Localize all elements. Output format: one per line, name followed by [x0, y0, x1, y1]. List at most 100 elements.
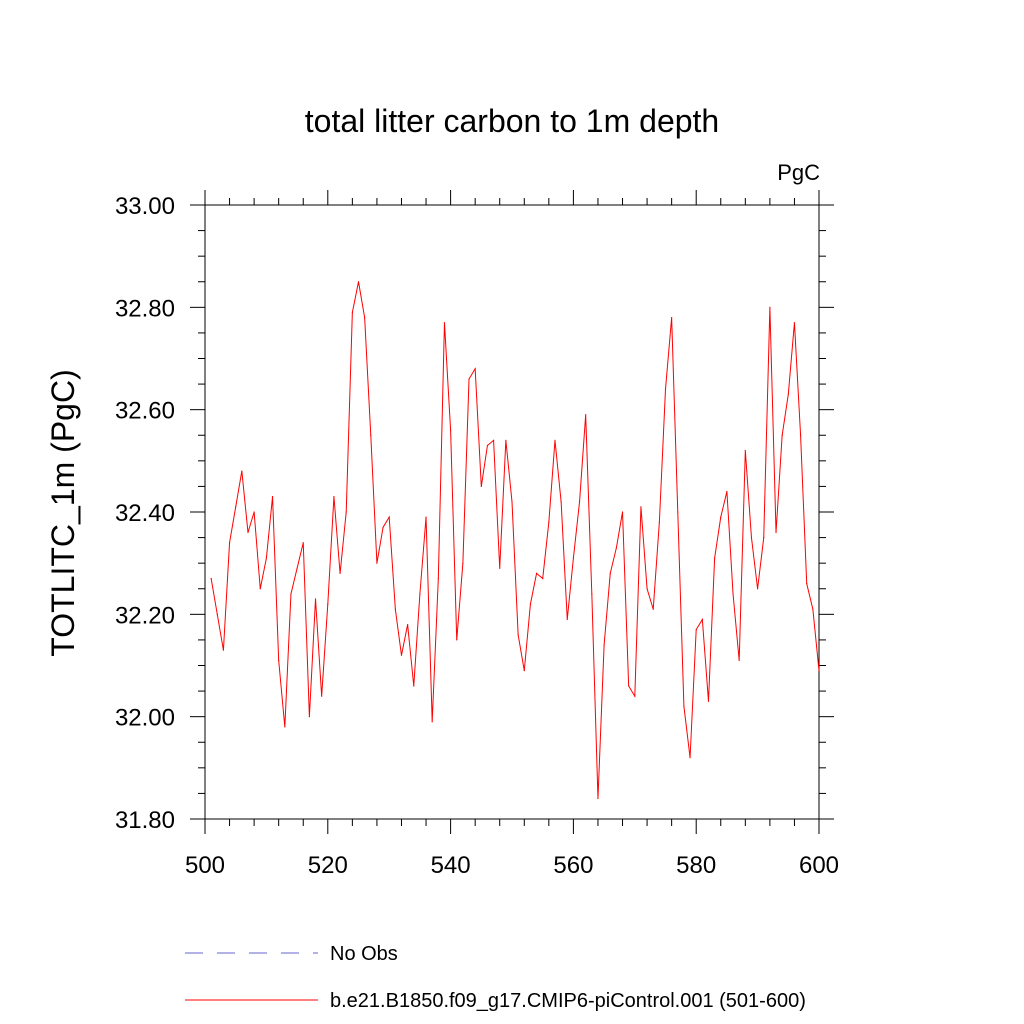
data-point	[296, 567, 298, 569]
data-point	[511, 501, 513, 503]
x-tick-label: 520	[308, 852, 348, 879]
data-point	[609, 572, 611, 575]
data-point	[726, 490, 728, 493]
data-point	[646, 588, 648, 590]
data-point	[443, 322, 446, 324]
y-axis-label: TOTLITC_1m (PgC)	[45, 369, 81, 656]
data-point	[720, 516, 722, 518]
data-point	[400, 654, 403, 656]
data-point	[247, 531, 249, 534]
data-point	[689, 757, 691, 759]
data-point	[413, 685, 415, 687]
data-point	[542, 577, 544, 580]
data-point	[548, 521, 550, 523]
data-point	[376, 562, 378, 564]
data-point	[621, 511, 624, 513]
data-point	[210, 577, 212, 580]
data-point	[253, 511, 255, 513]
data-point	[468, 378, 470, 380]
x-tick-label: 500	[185, 852, 225, 879]
data-point	[597, 797, 599, 800]
data-point	[628, 685, 630, 687]
data-point	[757, 588, 759, 590]
data-point	[407, 623, 409, 626]
data-point	[554, 439, 556, 441]
tick-labels: 500 520 540 560 580 600 31.80 32.00 32.20 32.40 32…	[115, 193, 839, 879]
data-point	[585, 414, 587, 416]
data-point	[499, 567, 501, 569]
data-point	[394, 608, 396, 610]
data-point	[535, 572, 538, 575]
data-point	[775, 531, 777, 534]
data-point	[486, 444, 489, 447]
plot-frame	[204, 204, 820, 820]
x-tick-label: 600	[799, 852, 839, 879]
data-point	[701, 618, 703, 621]
data-point	[799, 434, 802, 436]
data-point	[492, 439, 495, 441]
data-point	[738, 659, 740, 661]
data-point	[591, 593, 593, 595]
data-point	[474, 368, 476, 370]
data-point	[357, 281, 360, 283]
data-point	[744, 450, 746, 452]
data-point	[769, 306, 771, 308]
data-point	[302, 542, 304, 544]
data-point	[640, 506, 642, 508]
data-point	[382, 526, 384, 528]
data-point	[216, 613, 218, 615]
minor-ticks	[198, 198, 826, 826]
data-point	[683, 705, 685, 708]
data-point	[265, 557, 267, 559]
data-point	[425, 516, 427, 518]
data-point	[505, 439, 507, 441]
data-point	[812, 608, 814, 610]
data-point	[345, 511, 347, 513]
legend-label-no-obs: No Obs	[330, 943, 398, 965]
data-point	[222, 649, 225, 651]
data-point	[566, 618, 568, 621]
data-point	[615, 547, 617, 549]
data-point	[781, 434, 783, 436]
data-point	[388, 516, 390, 518]
data-point	[327, 603, 329, 605]
data-point	[456, 639, 458, 641]
data-point	[228, 542, 231, 544]
data-point	[652, 608, 654, 610]
units-label: PgC	[777, 160, 820, 185]
data-point	[431, 721, 433, 723]
data-point	[284, 726, 286, 728]
legend: No Obs b.e21.B1850.f09_g17.CMIP6-piContr…	[185, 943, 806, 1012]
data-point	[658, 521, 660, 523]
y-tick-label: 33.00	[115, 193, 175, 220]
x-tick-label: 540	[431, 852, 471, 879]
major-ticks	[190, 190, 834, 834]
data-point	[818, 670, 820, 672]
data-point	[278, 659, 280, 661]
data-point	[321, 695, 323, 697]
data-point	[351, 311, 353, 314]
x-tick-label: 580	[676, 852, 716, 879]
chart-title: total litter carbon to 1m depth	[305, 103, 719, 139]
series-layer	[210, 281, 820, 800]
data-point	[437, 577, 439, 580]
data-point	[523, 670, 525, 672]
y-tick-label: 32.60	[115, 398, 175, 425]
data-point	[671, 316, 673, 319]
data-point	[793, 322, 796, 324]
data-point	[806, 583, 808, 585]
data-point	[290, 593, 292, 595]
y-tick-label: 32.40	[115, 500, 175, 527]
y-tick-label: 32.20	[115, 602, 175, 629]
data-point	[235, 506, 237, 508]
data-point	[462, 562, 464, 564]
data-point	[370, 434, 372, 436]
data-point	[572, 557, 575, 559]
data-point	[677, 511, 679, 513]
data-point	[339, 572, 341, 575]
data-point	[750, 536, 753, 539]
data-point	[763, 536, 765, 539]
legend-label-picontrol: b.e21.B1850.f09_g17.CMIP6-piControl.001 …	[330, 990, 806, 1012]
data-point	[450, 429, 452, 431]
